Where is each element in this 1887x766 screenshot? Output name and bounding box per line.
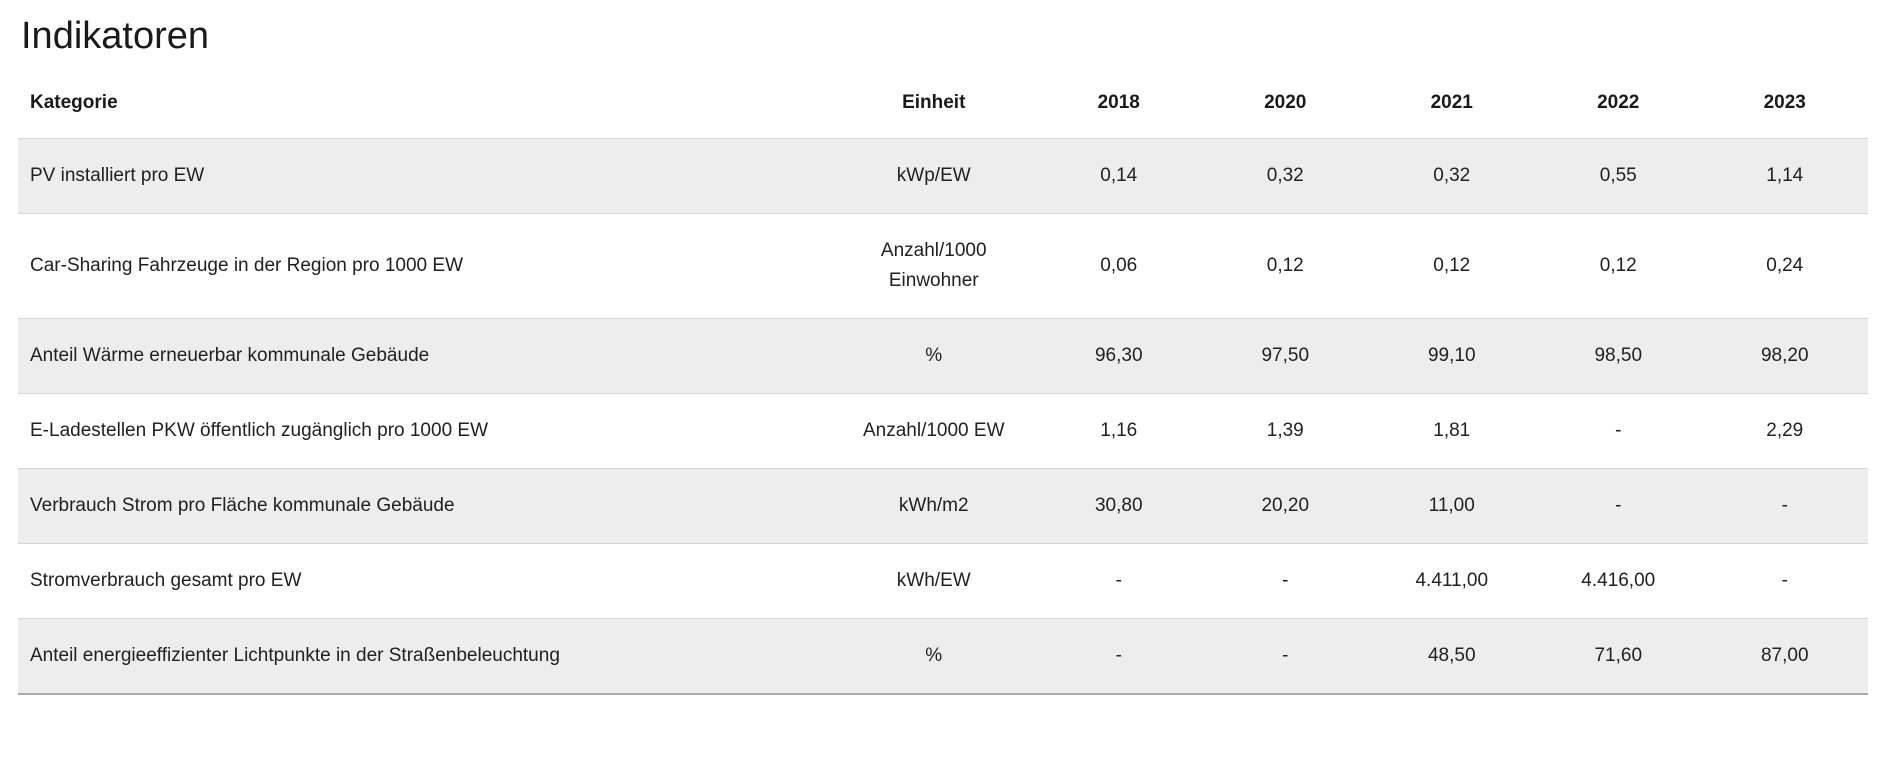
category-label: Anteil energieeffizienter Lichtpunkte in…: [30, 645, 560, 666]
value-cell-2023: 0,24: [1701, 213, 1868, 319]
unit-cell: kWh/m2: [832, 468, 1036, 544]
table-header: Kategorie Einheit 2018 2020 2021 2022 20…: [18, 82, 1868, 139]
unit-cell: %: [832, 318, 1036, 394]
value-cell-2020: 1,39: [1202, 393, 1369, 469]
value-cell-2018: 1,16: [1035, 393, 1202, 469]
column-header-einheit: Einheit: [902, 92, 966, 113]
value-cell-2020: 0,12: [1202, 213, 1369, 319]
value-cell-2021: 0,12: [1368, 213, 1535, 319]
column-header-2018: 2018: [1097, 92, 1140, 113]
column-header-2020: 2020: [1264, 92, 1307, 113]
value-cell-2023: 2,29: [1701, 393, 1868, 469]
category-cell: Verbrauch Strom pro Fläche kommunale Geb…: [18, 468, 832, 544]
category-cell: Anteil energieeffizienter Lichtpunkte in…: [18, 618, 832, 694]
value-cell-2021: 1,81: [1368, 393, 1535, 469]
category-label: Anteil Wärme erneuerbar kommunale Gebäud…: [30, 345, 430, 366]
value-cell-2022: 4.416,00: [1535, 543, 1702, 619]
category-cell: Car-Sharing Fahrzeuge in der Region pro …: [18, 213, 832, 319]
unit-cell: Anzahl/1000 Einwohner: [832, 213, 1036, 319]
value-cell-2021: 11,00: [1368, 468, 1535, 544]
value-cell-2018: -: [1035, 543, 1202, 619]
value-cell-2022: -: [1535, 393, 1702, 469]
table-row: Anteil energieeffizienter Lichtpunkte in…: [18, 618, 1868, 694]
value-cell-2018: -: [1035, 618, 1202, 694]
category-label: PV installiert pro EW: [30, 165, 205, 186]
page-title: Indikatoren: [21, 15, 210, 57]
category-label: Stromverbrauch gesamt pro EW: [30, 570, 302, 591]
category-label: Car-Sharing Fahrzeuge in der Region pro …: [30, 255, 464, 276]
table-body: PV installiert pro EW kWp/EW 0,14 0,32 0…: [18, 138, 1868, 694]
value-cell-2020: -: [1202, 543, 1369, 619]
column-header-2021: 2021: [1430, 92, 1473, 113]
unit-cell: Anzahl/1000 EW: [832, 393, 1036, 469]
value-cell-2018: 0,06: [1035, 213, 1202, 319]
column-header-2022: 2022: [1597, 92, 1640, 113]
column-header-kategorie: Kategorie: [30, 92, 118, 113]
value-cell-2020: 20,20: [1202, 468, 1369, 544]
value-cell-2023: 87,00: [1701, 618, 1868, 694]
category-cell: E-Ladestellen PKW öffentlich zugänglich …: [18, 393, 832, 469]
value-cell-2021: 48,50: [1368, 618, 1535, 694]
table-row: Anteil Wärme erneuerbar kommunale Gebäud…: [18, 318, 1868, 394]
category-label: Verbrauch Strom pro Fläche kommunale Geb…: [30, 495, 455, 516]
value-cell-2018: 30,80: [1035, 468, 1202, 544]
column-header-2023: 2023: [1763, 92, 1806, 113]
table-row: PV installiert pro EW kWp/EW 0,14 0,32 0…: [18, 138, 1868, 214]
value-cell-2021: 99,10: [1368, 318, 1535, 394]
value-cell-2023: 1,14: [1701, 138, 1868, 214]
value-cell-2023: -: [1701, 543, 1868, 619]
indicators-page: Indikatoren Kategorie Einheit 2018 2020 …: [18, 15, 1868, 695]
unit-cell: %: [832, 618, 1036, 694]
value-cell-2023: -: [1701, 468, 1868, 544]
value-cell-2022: 0,55: [1535, 138, 1702, 214]
category-cell: Stromverbrauch gesamt pro EW: [18, 543, 832, 619]
unit-cell: kWh/EW: [832, 543, 1036, 619]
value-cell-2018: 96,30: [1035, 318, 1202, 394]
table-row: Car-Sharing Fahrzeuge in der Region pro …: [18, 213, 1868, 319]
value-cell-2020: -: [1202, 618, 1369, 694]
table-row: Stromverbrauch gesamt pro EW kWh/EW - - …: [18, 543, 1868, 619]
table-row: E-Ladestellen PKW öffentlich zugänglich …: [18, 393, 1868, 469]
category-cell: Anteil Wärme erneuerbar kommunale Gebäud…: [18, 318, 832, 394]
table-header-row: Kategorie Einheit 2018 2020 2021 2022 20…: [18, 82, 1868, 139]
value-cell-2020: 97,50: [1202, 318, 1369, 394]
value-cell-2020: 0,32: [1202, 138, 1369, 214]
value-cell-2022: 98,50: [1535, 318, 1702, 394]
value-cell-2023: 98,20: [1701, 318, 1868, 394]
value-cell-2022: 71,60: [1535, 618, 1702, 694]
value-cell-2022: -: [1535, 468, 1702, 544]
value-cell-2021: 4.411,00: [1368, 543, 1535, 619]
value-cell-2018: 0,14: [1035, 138, 1202, 214]
value-cell-2021: 0,32: [1368, 138, 1535, 214]
table-row: Verbrauch Strom pro Fläche kommunale Geb…: [18, 468, 1868, 544]
category-cell: PV installiert pro EW: [18, 138, 832, 214]
value-cell-2022: 0,12: [1535, 213, 1702, 319]
indicators-table: Kategorie Einheit 2018 2020 2021 2022 20…: [18, 82, 1868, 695]
category-label: E-Ladestellen PKW öffentlich zugänglich …: [30, 420, 489, 441]
unit-cell: kWp/EW: [832, 138, 1036, 214]
